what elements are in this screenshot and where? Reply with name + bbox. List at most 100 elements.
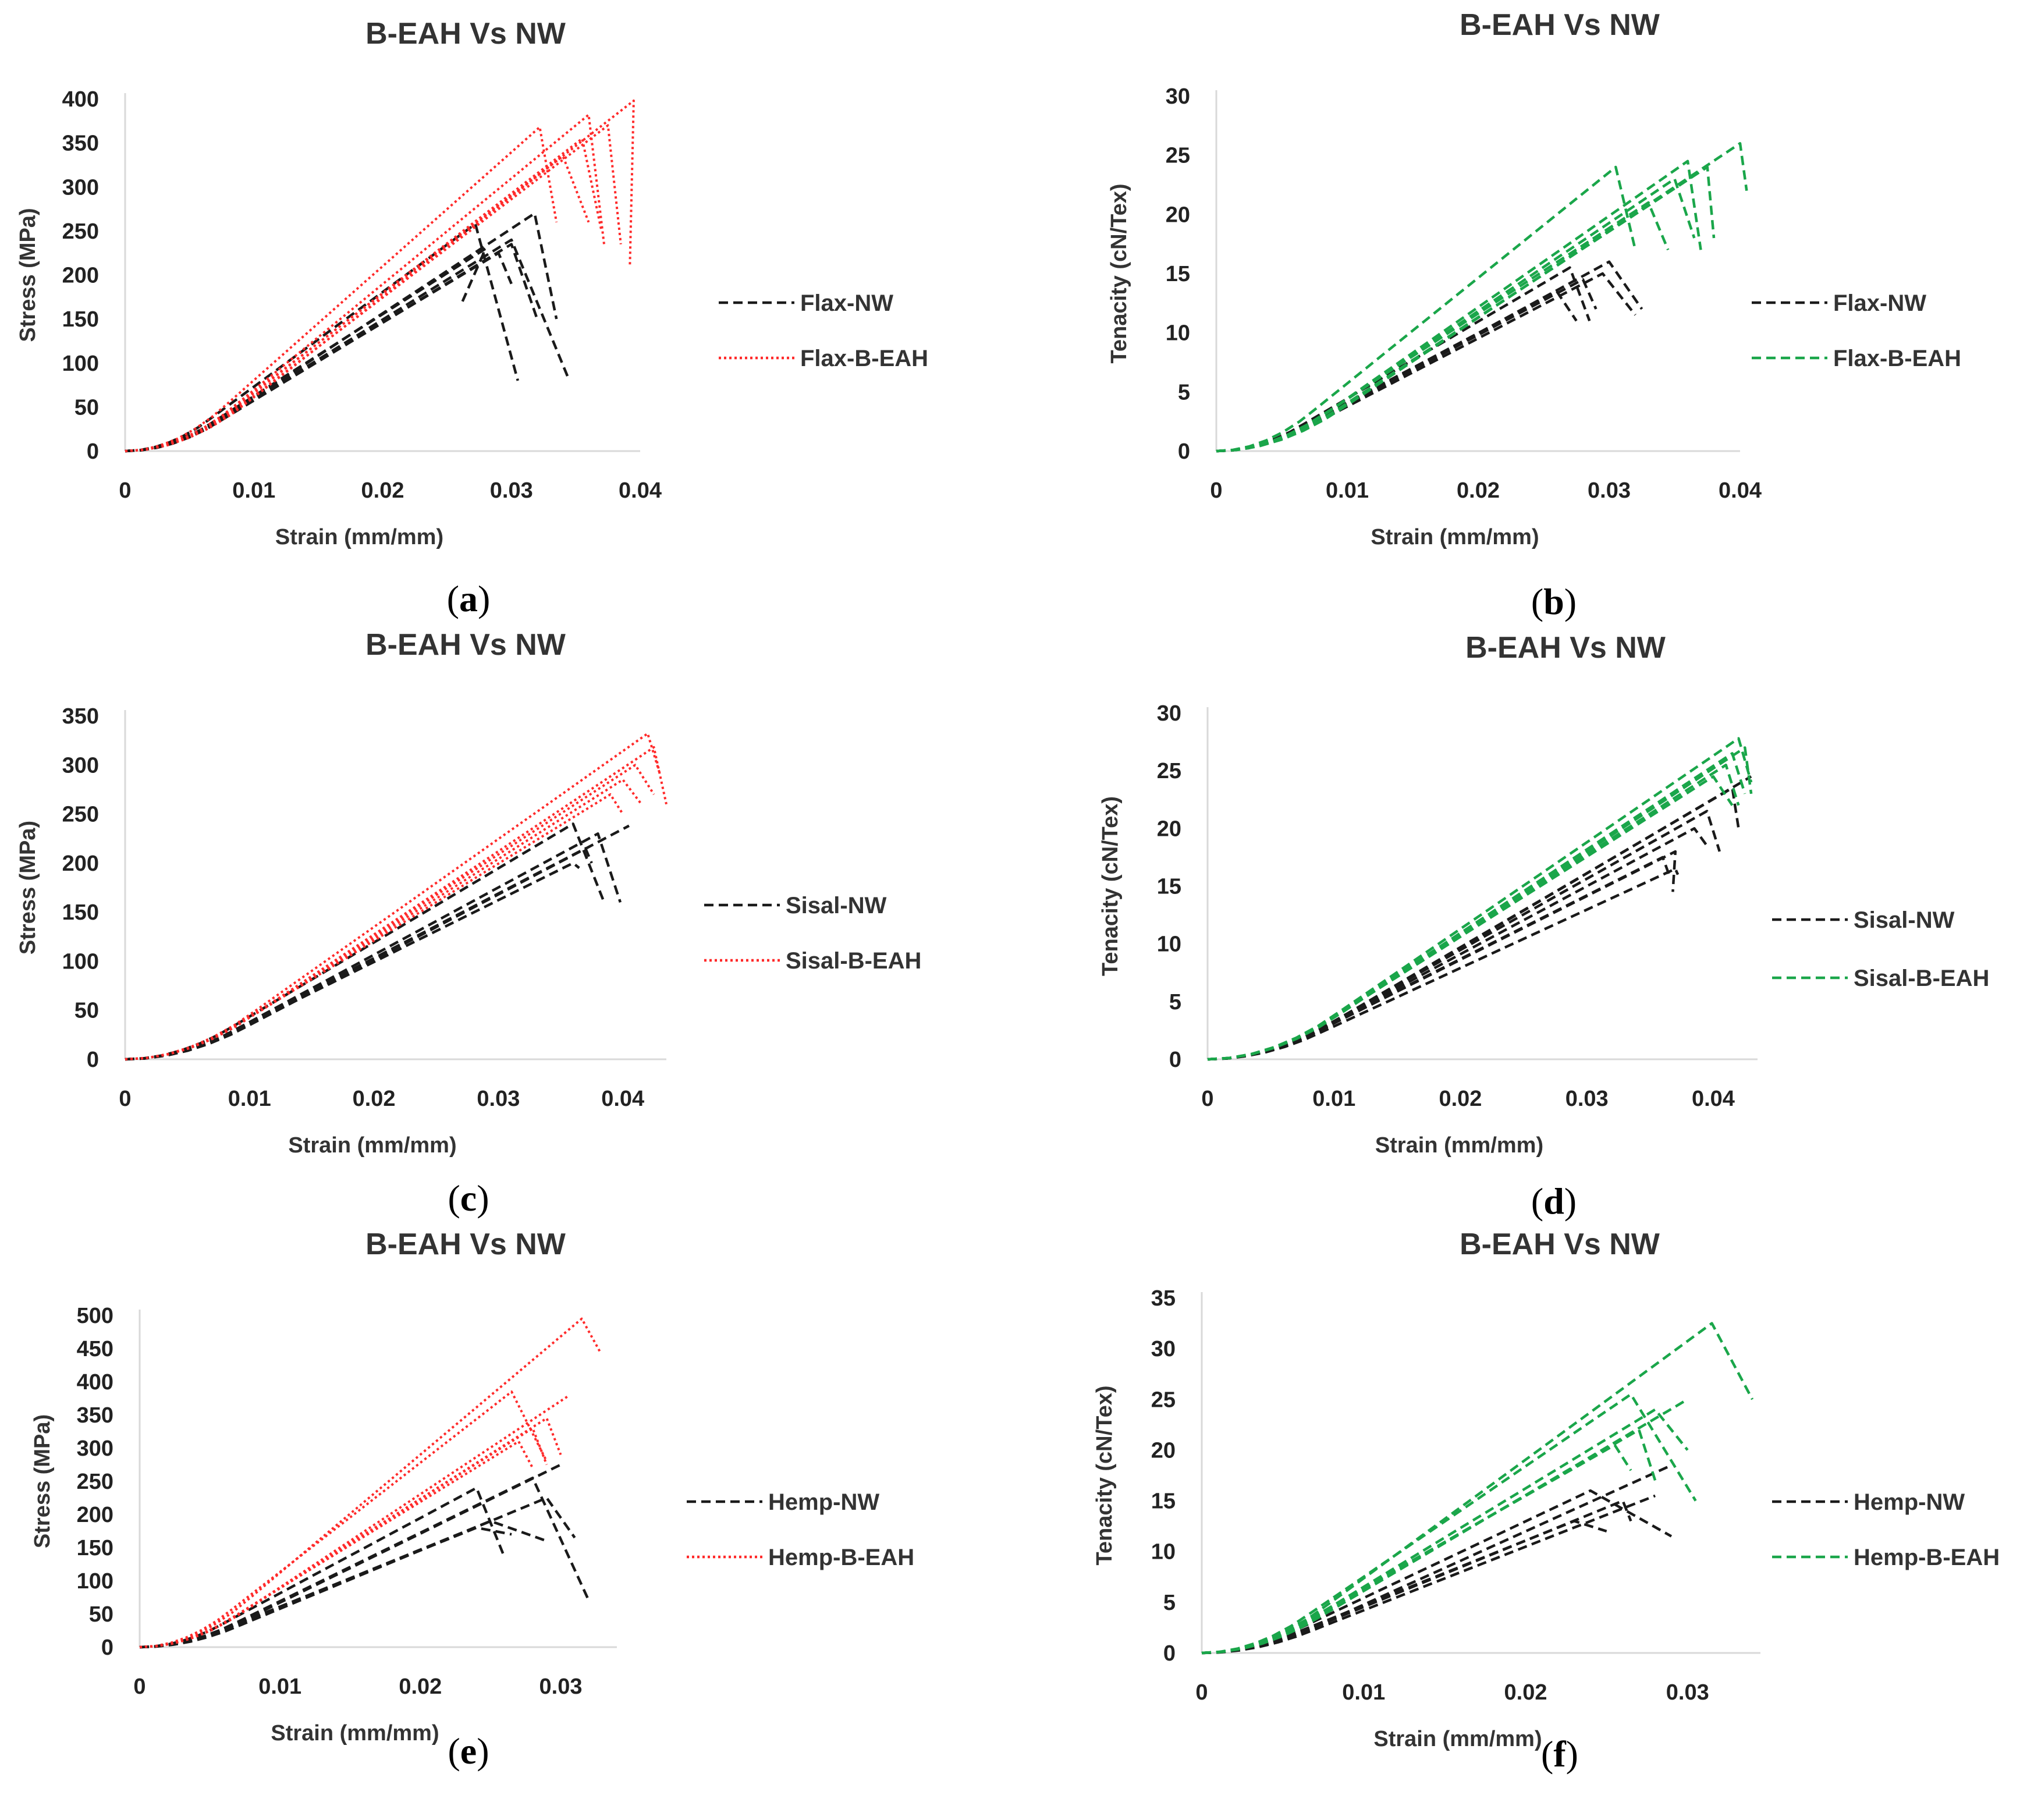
x-tick-label: 0 [133,1674,145,1699]
x-tick-label: 0.03 [490,478,533,503]
x-tick-label: 0.01 [1312,1087,1355,1111]
y-axis-label: Tenacity (cN/Tex) [1092,1385,1117,1565]
y-tick-label: 5 [1169,990,1181,1014]
x-tick-label: 0.03 [1588,478,1631,503]
y-tick-label: 50 [74,395,99,420]
x-tick-label: 0.02 [1457,478,1500,503]
y-tick-label: 50 [89,1602,113,1627]
series-curve-hemp-nw [139,1526,512,1649]
y-axis-label: Stress (MPa) [16,821,40,955]
series-curve-hemp-b-eah [139,1317,601,1648]
x-axis-label: Strain (mm/mm) [288,1133,456,1158]
series-curve-flax-nw [125,222,519,453]
series-curve-sisal-b-eah [1207,764,1740,1061]
chart-f: B-EAH Vs NW 0 5 10 15 20 25 30 35 0 0.01 0.02 0.03 St… [1092,1227,2000,1775]
x-tick-label: 0 [119,478,131,503]
chart-title: B-EAH Vs NW [365,628,566,662]
series-curve-hemp-b-eah [1201,1398,1688,1655]
series-curve-flax-nw [125,243,539,453]
y-tick-label: 10 [1166,321,1190,346]
series-curve-flax-nw [125,238,571,453]
legend-label: Flax-NW [800,290,893,316]
x-tick-label: 0.01 [232,478,275,503]
legend-label: Flax-B-EAH [800,346,928,371]
y-tick-label: 20 [1151,1438,1176,1463]
series-curve-flax-b-eah [125,113,605,452]
x-tick-label: 0.01 [258,1674,301,1699]
series-curve-sisal-b-eah [1207,775,1734,1061]
series-curve-sisal-b-eah [125,778,642,1060]
legend-label: Hemp-NW [768,1489,879,1515]
y-tick-label: 10 [1151,1540,1176,1564]
y-tick-label: 15 [1166,262,1190,286]
series-curve-flax-nw [125,212,558,453]
y-tick-label: 20 [1166,203,1190,227]
y-tick-label: 150 [77,1536,113,1560]
chart-e: B-EAH Vs NW 0 50 100 150 200 250 300 350 400 450 50… [30,1227,914,1772]
y-tick-label: 200 [77,1503,113,1527]
x-tick-label: 0.03 [539,1674,583,1699]
y-tick-label: 0 [87,1048,99,1072]
x-tick-label: 0.02 [1439,1087,1482,1111]
y-tick-label: 20 [1157,817,1181,841]
series-curve-hemp-nw [139,1520,548,1649]
series-curve-sisal-nw [1207,850,1677,1061]
chart-c: B-EAH Vs NW 0 50 100 150 200 250 300 350 0 0.01 0.0… [16,628,921,1219]
legend-label: Flax-NW [1833,290,1926,316]
y-tick-label: 500 [77,1304,113,1328]
series-curve-hemp-nw [1201,1494,1656,1655]
series-curve-hemp-b-eah [139,1440,534,1648]
legend-label: Sisal-B-EAH [786,948,921,974]
series-curve-hemp-b-eah [139,1427,548,1648]
legend-label: Hemp-B-EAH [768,1545,914,1570]
panel-caption: (c) [448,1177,489,1219]
x-tick-label: 0.01 [1326,478,1369,503]
panel-caption: (f) [1541,1733,1578,1775]
x-tick-label: 0.02 [361,478,404,503]
series-curve-hemp-nw [139,1496,576,1649]
series-curve-hemp-b-eah [1201,1322,1754,1655]
series-curve-sisal-b-eah [1207,746,1753,1061]
chart-a: B-EAH Vs NW 0 50 100 150 200 250 300 350 400 0 0.01… [16,17,928,619]
y-tick-label: 25 [1157,759,1181,783]
x-axis-label: Strain (mm/mm) [1371,525,1539,549]
series-curve-sisal-nw [1207,856,1671,1061]
x-tick-label: 0 [1210,478,1222,503]
x-tick-label: 0.01 [228,1087,271,1111]
x-tick-label: 0.03 [1565,1087,1609,1111]
chart-title: B-EAH Vs NW [365,1227,566,1261]
y-tick-label: 0 [1169,1048,1181,1072]
y-tick-label: 300 [62,175,99,200]
series-curve-hemp-b-eah [1201,1428,1657,1655]
y-tick-label: 0 [1178,439,1190,464]
series-curve-flax-b-eah [1216,159,1702,453]
x-tick-label: 0.02 [353,1087,396,1111]
y-tick-label: 300 [62,753,99,778]
y-tick-label: 30 [1157,701,1181,726]
series-curve-sisal-nw [1207,827,1708,1061]
y-tick-label: 350 [62,132,99,156]
series-curve-flax-b-eah [125,137,603,452]
x-tick-label: 0.02 [399,1674,442,1699]
y-tick-label: 250 [62,219,99,244]
y-tick-label: 10 [1157,932,1181,957]
y-tick-label: 5 [1178,380,1190,405]
y-tick-label: 250 [77,1470,113,1494]
series-curve-flax-b-eah [1216,201,1670,453]
y-axis-label: Tenacity (cN/Tex) [1107,183,1131,363]
x-axis-label: Strain (mm/mm) [1375,1133,1543,1158]
chart-d: B-EAH Vs NW 0 5 10 15 20 25 30 0 0.01 0.02 0.03 0.04… [1098,631,1989,1222]
x-tick-label: 0 [1195,1680,1208,1705]
y-axis-label: Stress (MPa) [30,1414,55,1548]
y-tick-label: 450 [77,1337,113,1361]
x-tick-label: 0.04 [601,1087,644,1111]
series-curve-hemp-nw [139,1463,562,1649]
series-curve-hemp-b-eah [139,1395,569,1648]
y-tick-label: 0 [1163,1641,1176,1666]
series-curve-flax-b-eah [1216,165,1716,453]
x-tick-label: 0.04 [619,478,662,503]
x-tick-label: 0 [1201,1087,1213,1111]
series-curve-sisal-b-eah [1207,752,1746,1061]
chart-title: B-EAH Vs NW [365,17,566,51]
panel-caption: (b) [1531,581,1577,622]
